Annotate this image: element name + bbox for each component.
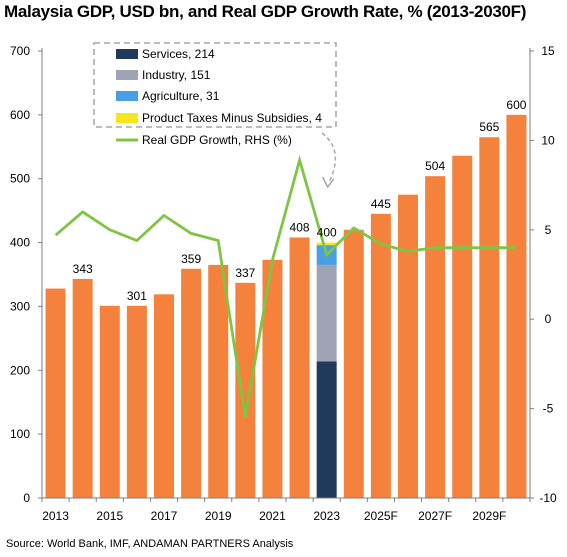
x-tick-label: 2023 [313,509,340,523]
bar-value-label: 565 [479,120,499,134]
bar-value-label: 600 [506,98,526,112]
growth-line [54,154,517,418]
legend-label: Industry, 151 [142,68,211,82]
legend-box [93,42,337,128]
bar-value-label: 445 [371,197,391,211]
x-tick-label: 2027F [418,509,452,523]
left-tick-label: 600 [10,108,30,122]
legend-label: Product Taxes Minus Subsidies, 4 [142,111,322,125]
gdp-bar-2024 [343,229,364,499]
left-tick-label: 500 [10,172,30,186]
legend-swatch-product_taxes [116,113,138,123]
bar-value-label: 343 [73,262,93,276]
stacked-breakdown-bar [316,242,337,498]
legend: Services, 214 Industry, 151 Agriculture, 3… [93,42,337,189]
legend-swatch-services [116,49,138,59]
right-tick-label: -5 [543,402,554,416]
gdp-bar-2017 [154,294,174,498]
left-tick-label: 400 [10,236,30,250]
right-tick-label: -10 [539,491,557,505]
right-tick-label: 10 [541,133,555,147]
x-tick-label: 2015 [96,509,123,523]
bar-value-label: 301 [127,289,147,303]
breakdown-segment-services [316,361,337,498]
legend-label: Services, 214 [142,47,215,61]
gdp-bar-2022 [289,237,310,498]
gdp-bar-2026F [398,194,418,498]
left-tick-label: 200 [10,363,30,377]
gdp-bar-2021 [262,259,283,498]
gdp-bar-2015 [99,305,120,498]
gdp-bar-2019 [208,264,229,498]
left-tick-label: 100 [10,427,30,441]
x-tick-label: 2019 [205,509,232,523]
left-tick-label: 700 [10,44,30,58]
legend-connector [321,132,337,184]
breakdown-segment-product_taxes [316,242,337,246]
left-tick-label: 0 [23,491,30,505]
chart-title: Malaysia GDP, USD bn, and Real GDP Growt… [4,2,527,21]
bar-value-label: 408 [290,220,310,234]
legend-label: Real GDP Growth, RHS (%) [142,133,292,147]
left-tick-label: 300 [10,299,30,313]
data-labels: 343 301 359 337 408 400 445 504 565 600 [73,98,527,303]
connector-arrowhead [321,176,335,189]
bar-value-label: 400 [317,226,337,240]
gdp-bar-2027F [425,176,446,498]
x-tick-label: 2025F [364,509,398,523]
gdp-bar-2025F [370,213,391,499]
right-tick-label: 0 [545,312,552,326]
gdp-bar-2016 [126,305,147,498]
x-tick-label: 2017 [151,509,178,523]
gdp-bar-2028F [452,155,473,498]
x-tick-label: 2013 [42,509,69,523]
right-tick-label: 15 [541,44,555,58]
x-tick-label: 2029F [472,509,506,523]
growth-line-layer [54,154,517,418]
axes: 0 100 200 300 400 500 600 700 -10 -5 0 5 10 15 2013 201… [10,44,557,523]
gdp-bar-2029F [479,137,500,498]
gdp-bar-2030F [506,114,527,498]
bar-value-label: 337 [235,266,255,280]
bar-value-label: 504 [425,159,445,173]
legend-label: Agriculture, 31 [142,89,220,103]
gdp-bar-2013 [45,288,66,498]
breakdown-segment-industry [316,264,337,362]
gdp-bar-2020 [235,282,256,498]
gdp-bar-2018 [181,268,202,498]
source-note: Source: World Bank, IMF, ANDAMAN PARTNER… [6,538,294,550]
bar-value-label: 359 [181,252,201,266]
right-tick-label: 5 [545,223,552,237]
legend-swatch-agriculture [116,91,138,101]
legend-swatch-industry [116,70,138,80]
bars-layer [45,114,527,499]
gdp-bar-2014 [72,278,93,498]
x-tick-label: 2021 [259,509,286,523]
